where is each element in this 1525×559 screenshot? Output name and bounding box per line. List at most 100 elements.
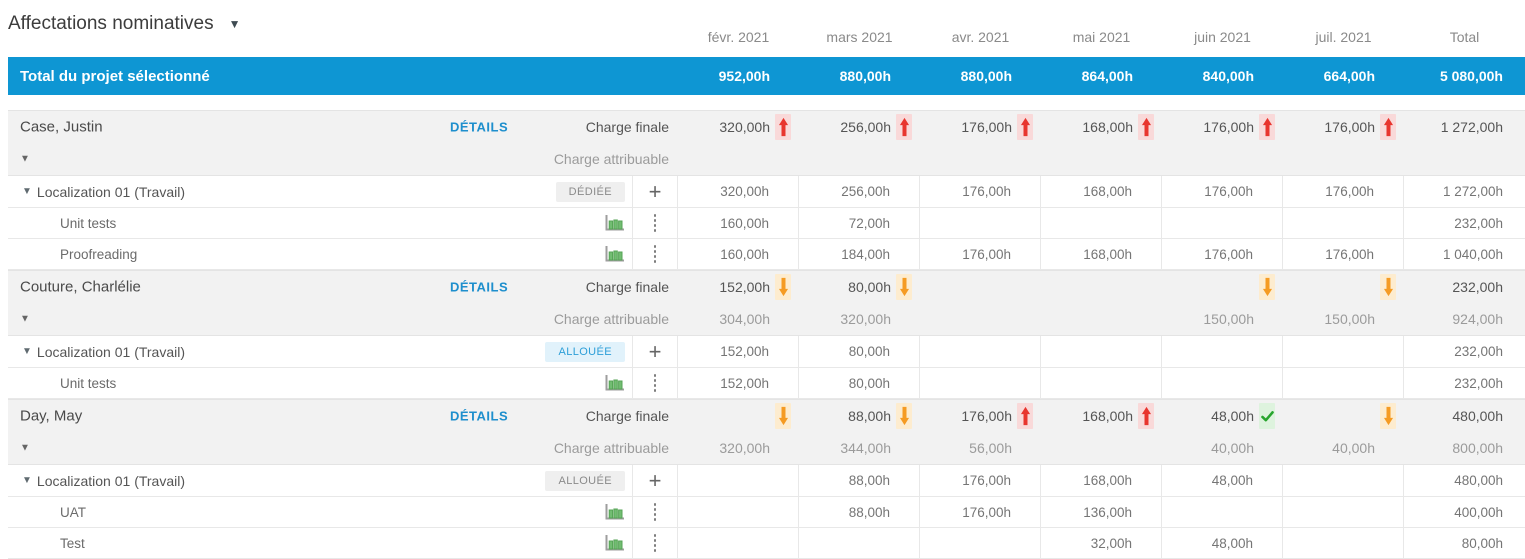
table-header: Affectations nominatives ▼ févr. 2021 ma… — [8, 0, 1525, 57]
details-link[interactable]: DÉTAILS — [450, 279, 509, 295]
month-cell: 176,00h — [1283, 111, 1404, 175]
indicator-spacer — [1259, 63, 1275, 89]
bar-chart-icon[interactable] — [605, 375, 625, 391]
project-total-cell: 952,00h — [678, 57, 799, 95]
person-row: Case, Justin DÉTAILS Charge finale ▼ Cha… — [8, 110, 1525, 176]
month-cell — [1283, 497, 1404, 527]
kebab-menu-icon[interactable] — [652, 372, 659, 394]
indicator-spacer — [1258, 241, 1274, 267]
indicator-spacer — [1258, 179, 1274, 205]
task-label: Unit tests — [60, 215, 117, 231]
month-cell: 1 040,00h — [1404, 239, 1525, 269]
month-cell — [678, 497, 799, 527]
month-cell: 256,00h — [799, 176, 920, 207]
month-cell — [1041, 208, 1162, 238]
cell-value: 168,00h — [1083, 246, 1132, 262]
month-cell: 256,00h — [799, 111, 920, 175]
cell-value: 880,00h — [839, 68, 891, 84]
tree-caret-icon[interactable]: ▼ — [22, 475, 32, 486]
month-cell: 320,00h — [678, 400, 799, 464]
person-row: Day, May DÉTAILS Charge finale ▼ Charge … — [8, 399, 1525, 465]
month-cell: 176,00h — [1283, 239, 1404, 269]
indicator-spacer — [896, 63, 912, 89]
affectations-table: Affectations nominatives ▼ févr. 2021 ma… — [8, 0, 1525, 559]
task-row: Unit tests 160,00h 72,00h 232,00h — [8, 208, 1525, 239]
cell-value: 480,00h — [1452, 408, 1503, 424]
add-button[interactable]: + — [648, 467, 662, 493]
details-link[interactable]: DÉTAILS — [450, 408, 509, 424]
cell-value: 232,00h — [1452, 279, 1503, 295]
cell-value: 840,00h — [1202, 68, 1254, 84]
bar-chart-icon[interactable] — [605, 535, 625, 551]
indicator-spacer — [1379, 499, 1395, 525]
indicator-spacer — [896, 306, 912, 332]
project-total-cell: 664,00h — [1283, 57, 1404, 95]
person-row: Couture, Charlélie DÉTAILS Charge finale… — [8, 270, 1525, 336]
task-label: Proofreading — [60, 246, 138, 262]
month-cell: 232,00h — [1404, 336, 1525, 367]
cell-value: 1 272,00h — [1442, 184, 1503, 199]
cell-value: 168,00h — [1083, 473, 1132, 488]
kebab-menu-icon[interactable] — [652, 212, 659, 234]
indicator-spacer — [1379, 370, 1395, 396]
month-cell: 176,00h — [1162, 176, 1283, 207]
collapse-caret-icon[interactable]: ▼ — [20, 442, 30, 454]
indicator-spacer — [895, 468, 911, 494]
month-cell — [1162, 497, 1283, 527]
month-cell: 168,00h — [1041, 400, 1162, 464]
indicator-spacer — [1379, 241, 1395, 267]
month-cell: 176,00h — [1162, 111, 1283, 175]
bar-chart-icon[interactable] — [605, 246, 625, 262]
cell-value: 152,00h — [720, 344, 769, 359]
assignment-label: Localization 01 (Travail) — [36, 183, 186, 200]
tree-caret-icon[interactable]: ▼ — [22, 346, 32, 357]
task-label: Test — [60, 535, 85, 551]
up-indicator-icon — [1138, 403, 1154, 429]
indicator-spacer — [1016, 339, 1032, 365]
collapse-caret-icon[interactable]: ▼ — [20, 313, 30, 325]
month-cell — [1283, 528, 1404, 558]
cell-value: 88,00h — [848, 473, 890, 488]
cell-value: 880,00h — [960, 68, 1012, 84]
column-header: mars 2021 — [826, 28, 893, 45]
indicator-spacer — [1137, 210, 1153, 236]
month-cell: 152,00h — [678, 368, 799, 398]
month-cell: 1 272,00h — [1404, 111, 1525, 175]
tree-caret-icon[interactable]: ▼ — [22, 186, 32, 197]
column-header: juil. 2021 — [1315, 28, 1372, 45]
bar-chart-icon[interactable] — [605, 504, 625, 520]
month-cell — [799, 528, 920, 558]
indicator-spacer — [895, 179, 911, 205]
indicator-spacer — [1380, 146, 1396, 172]
indicator-spacer — [895, 210, 911, 236]
cell-value: 160,00h — [720, 246, 769, 262]
kebab-menu-icon[interactable] — [652, 243, 659, 265]
month-cell: 176,00h — [1162, 239, 1283, 269]
project-total-cell: 840,00h — [1162, 57, 1283, 95]
month-cell: 136,00h — [1041, 497, 1162, 527]
indicator-spacer — [895, 370, 911, 396]
chevron-down-icon[interactable]: ▼ — [228, 17, 241, 31]
kebab-menu-icon[interactable] — [652, 501, 659, 523]
add-button[interactable]: + — [648, 178, 662, 204]
month-cell: 48,00h — [1162, 528, 1283, 558]
details-link[interactable]: DÉTAILS — [450, 119, 509, 135]
view-selector[interactable]: Affectations nominatives ▼ — [8, 13, 241, 35]
cell-value: 80,00h — [1461, 535, 1503, 551]
add-button[interactable]: + — [648, 338, 662, 364]
collapse-caret-icon[interactable]: ▼ — [20, 153, 30, 165]
indicator-spacer — [895, 339, 911, 365]
month-cell: 232,00h — [1404, 368, 1525, 398]
indicator-spacer — [1016, 241, 1032, 267]
month-cell: 88,00h — [799, 497, 920, 527]
month-cell — [1041, 336, 1162, 367]
kebab-menu-icon[interactable] — [652, 532, 659, 554]
month-cell: 160,00h — [678, 208, 799, 238]
bar-chart-icon[interactable] — [605, 215, 625, 231]
down-indicator-icon — [775, 403, 791, 429]
cell-value: 176,00h — [1324, 119, 1375, 135]
month-cell: 48,00h — [1162, 465, 1283, 496]
cell-value: 32,00h — [1090, 535, 1132, 551]
project-total-label: Total du projet sélectionné — [20, 67, 210, 85]
column-header: mai 2021 — [1072, 28, 1131, 45]
